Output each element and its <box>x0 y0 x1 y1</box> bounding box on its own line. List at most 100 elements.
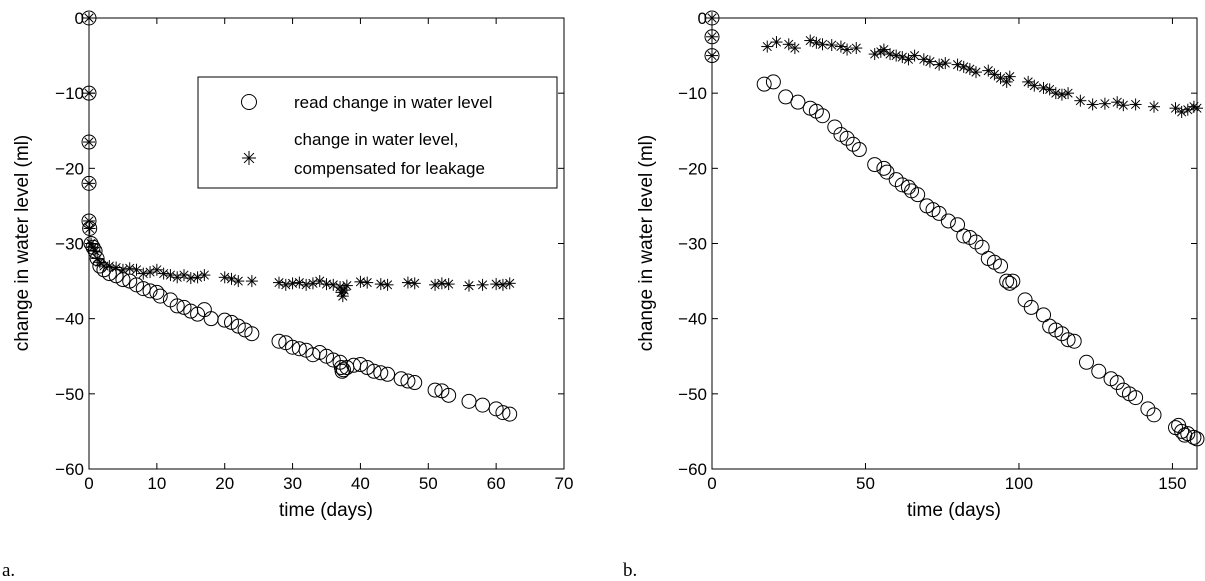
data-point-asterisk <box>1028 79 1041 92</box>
data-point-asterisk <box>503 277 516 290</box>
data-point-circle <box>488 401 504 417</box>
x-tick-label: 150 <box>1158 474 1186 493</box>
y-tick-label: −40 <box>678 310 707 329</box>
y-ticks-b: 0 −10 −20 −30 −40 −50 −60 <box>678 9 1197 479</box>
x-tick-label: 20 <box>215 474 234 493</box>
data-point-circle <box>1023 299 1039 315</box>
data-point-asterisk <box>89 245 102 258</box>
legend-circle-marker <box>241 94 257 110</box>
x-tick-label: 60 <box>487 474 506 493</box>
legend: read change in water level change in wat… <box>197 76 558 189</box>
chart-panel-b: 0 50 100 150 0 −10 −20 −30 −40 −50 −60 time (days… <box>623 9 1205 581</box>
data-point-asterisk <box>969 66 982 79</box>
data-point-circle <box>271 333 287 349</box>
data-point-circle <box>352 357 368 373</box>
data-point-asterisk <box>150 263 163 276</box>
data-point-circle <box>765 74 781 90</box>
data-point-circle <box>230 318 246 334</box>
x-tick-label: 50 <box>419 474 438 493</box>
data-point-asterisk <box>103 260 116 273</box>
data-point-circle <box>203 311 219 327</box>
data-point-asterisk <box>782 38 795 51</box>
data-point-circle <box>291 341 307 357</box>
data-point-asterisk <box>834 40 847 53</box>
data-point-asterisk <box>374 278 387 291</box>
data-point-asterisk <box>435 277 448 290</box>
data-point-circle <box>1174 423 1190 439</box>
data-point-circle <box>1186 429 1202 445</box>
data-point-asterisk <box>982 64 995 77</box>
data-point-asterisk <box>988 68 1001 81</box>
data-point-circle <box>910 187 926 203</box>
x-tick-label: 50 <box>856 474 875 493</box>
data-point-circle <box>176 299 192 315</box>
data-point-asterisk <box>1086 98 1099 111</box>
data-point-circle <box>1078 354 1094 370</box>
data-point-circle <box>224 314 239 330</box>
points-a <box>81 10 518 422</box>
data-point-asterisk <box>313 275 326 288</box>
data-point-asterisk <box>850 42 863 55</box>
data-point-circle <box>441 387 457 403</box>
data-point-asterisk <box>327 278 340 291</box>
data-point-circle <box>999 273 1015 289</box>
points-b <box>704 10 1205 447</box>
x-tick-label: 0 <box>84 474 93 493</box>
data-point-asterisk <box>706 30 718 43</box>
data-point-asterisk <box>320 278 333 291</box>
data-point-asterisk <box>245 275 258 288</box>
data-point-asterisk <box>340 279 353 292</box>
data-point-asterisk <box>1111 96 1124 109</box>
data-point-asterisk <box>1129 98 1142 111</box>
data-point-circle <box>81 10 97 26</box>
y-tick-label: −20 <box>55 159 84 178</box>
data-point-asterisk <box>933 58 946 71</box>
data-point-circle <box>704 48 720 64</box>
data-point-asterisk <box>232 275 245 288</box>
data-point-asterisk <box>1098 97 1111 110</box>
data-point-circle <box>400 373 416 389</box>
data-point-circle <box>756 76 772 92</box>
data-point-circle <box>790 94 806 110</box>
data-point-asterisk <box>490 278 503 291</box>
data-point-asterisk <box>83 214 95 227</box>
data-point-circle <box>950 217 966 233</box>
x-tick-label: 30 <box>283 474 302 493</box>
data-point-asterisk <box>130 263 143 276</box>
y-tick-label: −30 <box>55 235 84 254</box>
data-point-circle <box>380 366 396 382</box>
data-point-circle <box>461 393 477 409</box>
data-point-circle <box>1005 273 1021 289</box>
data-point-circle <box>334 363 350 379</box>
data-point-circle <box>169 298 185 314</box>
data-point-asterisk <box>908 49 921 62</box>
y-tick-label: −40 <box>55 310 84 329</box>
data-point-circle <box>335 362 351 378</box>
data-point-circle <box>1066 333 1082 349</box>
data-point-circle <box>894 177 910 193</box>
y-axis-label-b: change in water level (ml) <box>636 135 657 351</box>
data-point-circle <box>244 326 260 342</box>
data-point-circle <box>876 160 892 176</box>
data-point-asterisk <box>877 43 890 56</box>
data-point-circle <box>993 258 1009 274</box>
data-point-asterisk <box>476 278 489 291</box>
data-point-asterisk <box>917 53 930 66</box>
data-point-circle <box>319 348 334 364</box>
data-point-circle <box>1140 401 1156 417</box>
x-tick-label: 100 <box>1005 474 1033 493</box>
data-point-asterisk <box>408 277 421 290</box>
data-point-asterisk <box>184 272 197 285</box>
data-point-circle <box>845 136 861 152</box>
data-point-circle <box>1002 275 1018 291</box>
data-point-circle <box>359 360 375 376</box>
data-point-asterisk <box>841 43 854 56</box>
data-point-circle <box>427 382 443 398</box>
plot-area-b <box>711 17 1198 470</box>
x-tick-label: 10 <box>147 474 166 493</box>
data-point-asterisk <box>1003 70 1016 83</box>
data-point-circle <box>373 365 389 381</box>
data-point-circle <box>851 142 867 158</box>
y-axis-label-a: change in water level (ml) <box>12 135 33 351</box>
